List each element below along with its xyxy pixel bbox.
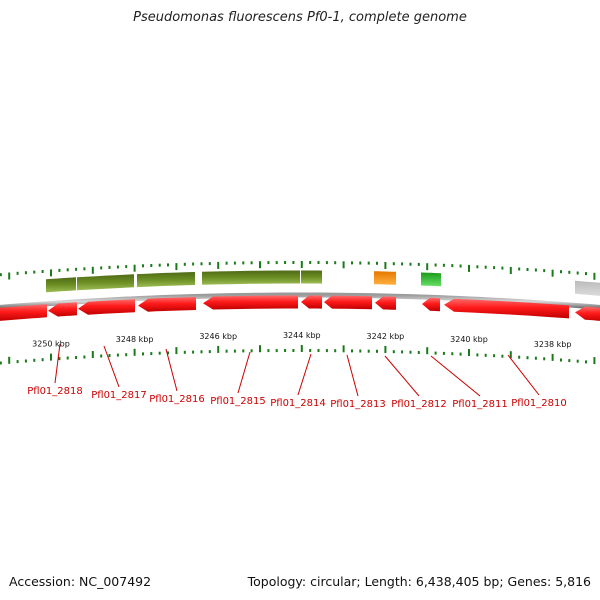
gene-block xyxy=(46,277,76,293)
gene-label: Pfl01_2813 xyxy=(330,399,386,410)
scale-label: 3250 kbp xyxy=(32,340,70,349)
gene-arrow xyxy=(575,306,600,321)
map-title: Pseudomonas fluorescens Pf0-1, complete … xyxy=(133,10,467,25)
gene-arrow xyxy=(203,295,298,310)
scale-label: 3248 kbp xyxy=(116,335,154,344)
gene-arrow xyxy=(375,296,396,310)
leader-line xyxy=(430,355,481,397)
gene-arrow xyxy=(0,304,47,321)
scale-label: 3244 kbp xyxy=(283,331,321,340)
gene-labels: Pfl01_2818 Pfl01_2817 Pfl01_2816 Pfl01_2815… xyxy=(27,386,567,410)
gene-block xyxy=(374,271,396,285)
scale-label: 3240 kbp xyxy=(450,335,488,344)
gene-arrow xyxy=(138,297,196,312)
scale-label: 3238 kbp xyxy=(534,340,572,349)
gene-label: Pfl01_2818 xyxy=(27,386,83,397)
gene-arrow xyxy=(48,302,77,317)
scale-ticks-inner xyxy=(0,261,596,280)
leader-line xyxy=(507,354,540,396)
gene-arrow xyxy=(422,297,440,312)
gene-label: Pfl01_2810 xyxy=(511,398,567,409)
gene-arrow xyxy=(78,299,135,315)
gene-block xyxy=(77,274,134,291)
forward-strand-genes xyxy=(0,295,600,321)
leader-line xyxy=(165,348,178,392)
reverse-strand-genes xyxy=(46,270,600,296)
leader-line xyxy=(384,355,420,397)
gene-block xyxy=(202,270,300,285)
accession-text: Accession: NC_007492 xyxy=(9,574,152,589)
leader-line xyxy=(237,351,251,394)
label-leader-lines xyxy=(54,343,540,397)
scale-label: 3242 kbp xyxy=(367,332,405,341)
gene-label: Pfl01_2816 xyxy=(149,394,205,405)
gene-label: Pfl01_2811 xyxy=(452,399,508,410)
gene-arrow xyxy=(301,295,322,309)
leader-line xyxy=(346,354,359,397)
leader-line xyxy=(103,345,120,388)
scale-labels: 3250 kbp 3248 kbp 3246 kbp 3244 kbp 3242 kbp… xyxy=(32,331,571,349)
backbone-arc xyxy=(0,292,600,310)
scale-ticks-outer xyxy=(0,345,596,365)
leader-line xyxy=(54,343,61,384)
gene-arrow xyxy=(444,298,569,319)
gene-block xyxy=(575,280,600,296)
gene-block xyxy=(421,272,441,287)
gene-label: Pfl01_2817 xyxy=(91,390,147,401)
gene-label: Pfl01_2814 xyxy=(270,398,326,409)
genome-summary: Topology: circular; Length: 6,438,405 bp… xyxy=(247,574,591,589)
gene-arrow xyxy=(324,295,372,310)
scale-label: 3246 kbp xyxy=(199,332,237,341)
gene-label: Pfl01_2815 xyxy=(210,396,266,407)
leader-line xyxy=(297,353,312,396)
gene-label: Pfl01_2812 xyxy=(391,399,447,410)
gene-block xyxy=(137,272,195,288)
gene-block xyxy=(301,270,322,284)
